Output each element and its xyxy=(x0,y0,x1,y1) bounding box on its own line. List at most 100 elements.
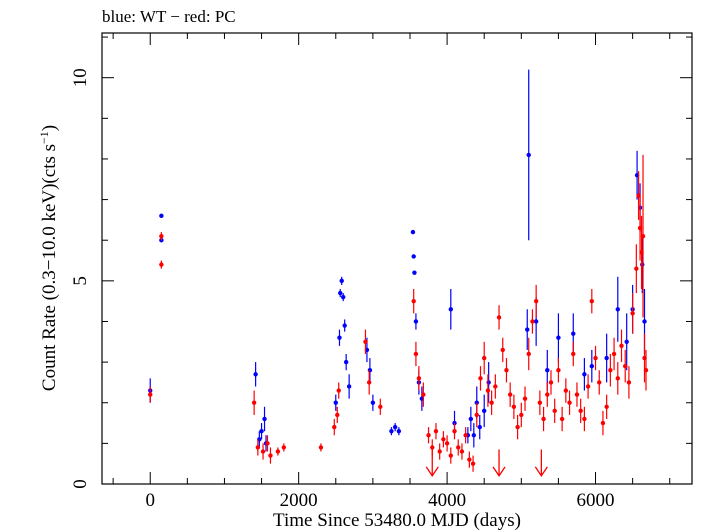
wt-point xyxy=(392,424,398,430)
pc-point xyxy=(515,424,520,430)
y-axis-label-end: ) xyxy=(39,125,60,131)
pc-point xyxy=(413,351,419,357)
pc-point xyxy=(604,404,609,410)
wt-point xyxy=(159,213,164,219)
plot-frame xyxy=(101,32,693,485)
x-tick-label: 4000 xyxy=(428,490,466,511)
axis-ticks xyxy=(102,33,692,485)
wt-point xyxy=(342,323,347,328)
pc-point xyxy=(640,233,646,239)
pc-point xyxy=(541,416,546,422)
wt-point xyxy=(571,331,576,336)
pc-point xyxy=(478,376,483,381)
pc-point xyxy=(255,445,261,450)
wt-point xyxy=(468,416,474,422)
pc-point xyxy=(363,339,368,344)
upper-limit-arrows xyxy=(425,449,548,478)
pc-point xyxy=(496,315,502,320)
wt-point xyxy=(471,433,477,438)
pc-point xyxy=(470,461,476,466)
pc-point xyxy=(552,408,557,414)
pc-point xyxy=(159,233,164,239)
wt-point xyxy=(389,428,394,434)
wt-point xyxy=(448,307,454,312)
pc-point xyxy=(589,298,595,304)
pc-point xyxy=(530,319,535,324)
wt-point xyxy=(259,428,264,434)
pc-point xyxy=(336,388,341,393)
wt-point xyxy=(339,278,344,284)
pc-point xyxy=(563,388,569,393)
pc-point xyxy=(500,347,505,353)
wt-point xyxy=(533,319,539,324)
pc-point xyxy=(448,453,454,458)
pc-point xyxy=(411,298,416,304)
pc-point xyxy=(437,449,442,454)
pc-point xyxy=(593,355,598,361)
pc-point xyxy=(482,355,487,361)
pc-point xyxy=(366,380,372,385)
wt-point xyxy=(370,400,376,405)
pc-point xyxy=(444,441,450,446)
wt-point xyxy=(340,294,346,300)
wt-point xyxy=(582,372,587,377)
pc-point xyxy=(519,412,524,418)
pc-point xyxy=(600,420,606,426)
pc-point xyxy=(511,404,517,410)
wt-point xyxy=(343,359,349,365)
pc-point xyxy=(630,311,635,316)
y-tick-label: 5 xyxy=(70,276,91,286)
wt-point xyxy=(589,363,595,369)
pc-point xyxy=(574,392,580,397)
wt-point xyxy=(477,424,482,430)
pc-point xyxy=(571,351,576,357)
pc-point xyxy=(619,343,624,349)
pc-point xyxy=(545,392,550,397)
pc-point xyxy=(533,298,539,304)
pc-point xyxy=(378,404,383,410)
pc-point xyxy=(332,424,337,430)
x-axis-label: Time Since 53480.0 MJD (days) xyxy=(273,510,521,531)
y-tick-label: 10 xyxy=(70,68,91,87)
wt-point xyxy=(604,355,609,361)
wt-point xyxy=(337,335,342,340)
pc-point xyxy=(611,351,617,357)
wt-series xyxy=(148,69,647,452)
pc-point xyxy=(489,400,494,405)
upper-limit-head xyxy=(492,466,506,478)
pc-point xyxy=(281,445,287,450)
wt-point xyxy=(482,408,487,414)
pc-point xyxy=(441,437,446,442)
wt-point xyxy=(474,400,479,405)
wt-point xyxy=(615,307,620,312)
wt-point xyxy=(452,420,457,426)
wt-point xyxy=(346,384,352,389)
wt-point xyxy=(640,262,645,267)
y-axis-label-main: Count Rate (0.3−10.0 keV)(cts s xyxy=(39,144,60,391)
pc-point xyxy=(582,416,587,422)
pc-point xyxy=(452,428,457,434)
pc-point xyxy=(559,416,565,422)
wt-point xyxy=(525,327,530,332)
pc-point xyxy=(260,449,266,454)
pc-point xyxy=(522,396,528,401)
wt-point xyxy=(367,368,373,373)
wt-point xyxy=(396,428,402,434)
pc-point xyxy=(623,363,628,369)
pc-point xyxy=(548,380,554,385)
pc-point xyxy=(430,445,435,450)
pc-point xyxy=(318,445,324,450)
pc-point xyxy=(608,368,613,373)
pc-point xyxy=(493,384,498,389)
wt-point xyxy=(413,319,419,324)
pc-point xyxy=(585,384,591,389)
pc-point xyxy=(265,441,270,446)
pc-series xyxy=(148,154,649,472)
wt-point xyxy=(545,368,550,373)
pc-point xyxy=(485,388,491,393)
axis-tick-labels: 0 2000 4000 6000 0 5 10 xyxy=(70,68,615,511)
wt-point xyxy=(556,335,561,340)
pc-point xyxy=(507,392,513,397)
pc-point xyxy=(421,392,426,397)
x-tick-label: 0 xyxy=(145,490,155,511)
